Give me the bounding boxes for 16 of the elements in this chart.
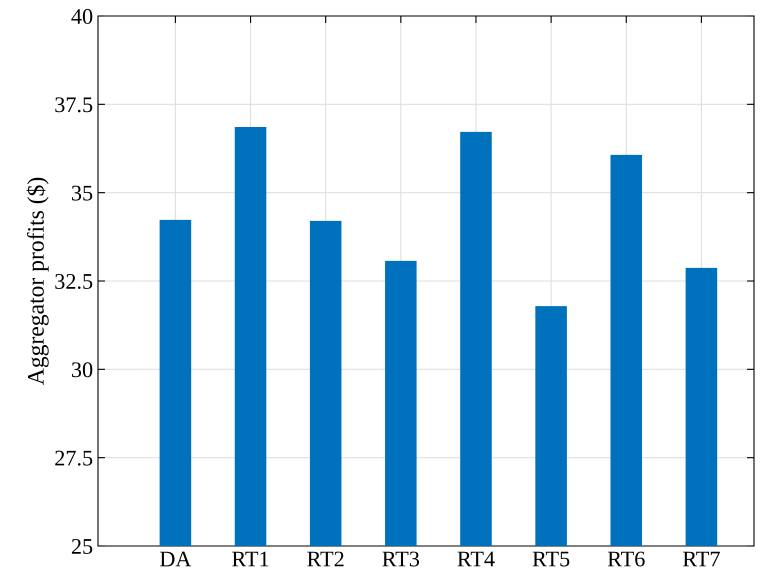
x-tick-label: RT7 [682, 552, 720, 566]
y-tick-label: 35 [72, 186, 92, 201]
x-tick-label: RT4 [458, 552, 495, 566]
y-tick-label: 32.5 [55, 274, 92, 290]
x-tick-label: DA [160, 552, 192, 566]
y-tick-label: 40 [71, 8, 92, 24]
y-tick-label: 30 [72, 362, 92, 378]
x-tick-label: RT6 [608, 552, 645, 566]
y-axis-title: Aggregator profits ($) [26, 178, 49, 386]
x-tick-label: RT2 [307, 552, 344, 566]
y-tick-label: 25 [72, 538, 92, 554]
x-tick-label: RT1 [232, 552, 268, 566]
x-tick-label: RT3 [382, 552, 420, 566]
y-tick-label: 37.5 [55, 97, 92, 112]
y-tick-label: 27.5 [55, 450, 92, 466]
x-tick-label: RT5 [532, 552, 570, 566]
